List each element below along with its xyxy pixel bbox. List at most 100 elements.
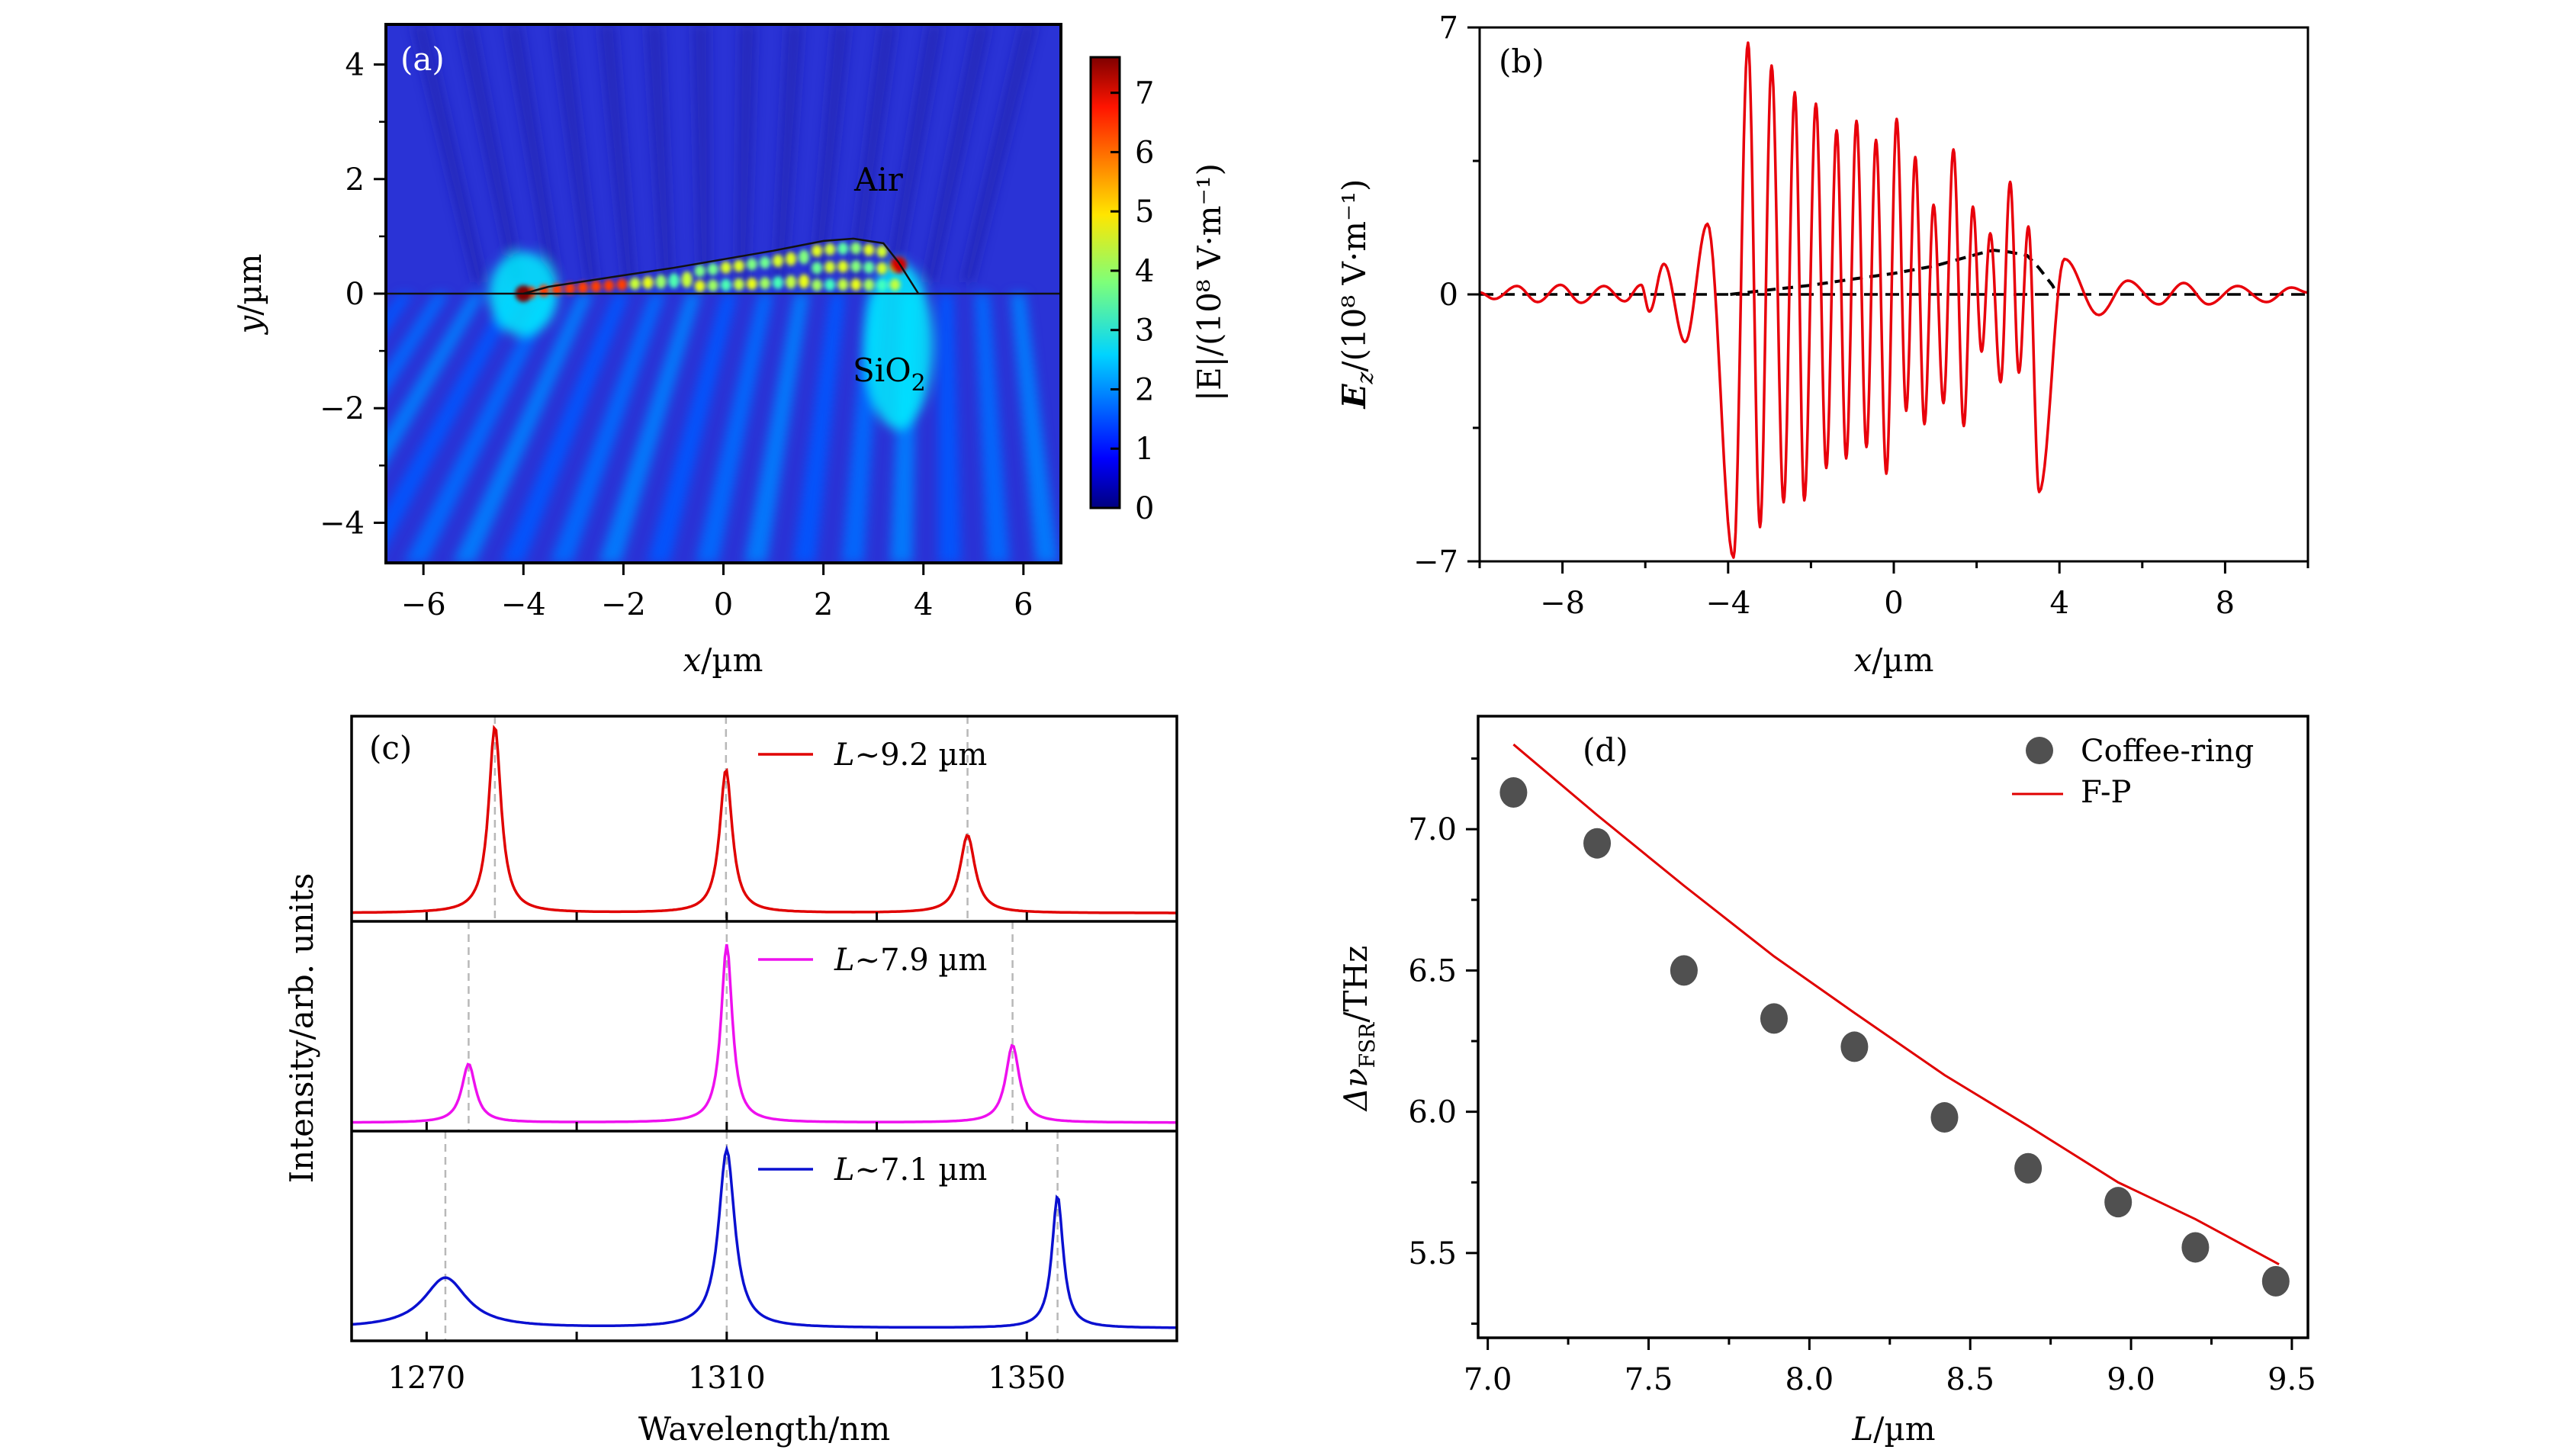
y-tick-label: 0 (1439, 278, 1458, 313)
y-tick-label: 6.5 (1408, 953, 1457, 988)
data-point (1760, 1003, 1788, 1034)
field-spot (564, 282, 576, 295)
fringe-band (647, 294, 738, 563)
colorbar-tick-label: 3 (1135, 313, 1154, 349)
field-spot (694, 265, 705, 278)
y-tick-label: 7 (1439, 11, 1458, 46)
panel-b-ylabel: Ez/(10⁸ V·m⁻¹) (1335, 179, 1379, 410)
fringe-band-dark (551, 24, 599, 282)
spectrum-line (352, 943, 1177, 1124)
region-label-sio2: SiO2 (853, 352, 926, 397)
fringe-band (386, 294, 450, 395)
colorbar-tick-label: 7 (1135, 76, 1154, 111)
x-tick-label: 1310 (688, 1361, 766, 1396)
field-spot (707, 262, 718, 275)
data-point (1499, 777, 1528, 808)
heatmap-fringes (386, 24, 1059, 563)
field-spot (577, 281, 589, 294)
colorbar-tick-label: 5 (1135, 194, 1154, 230)
x-tick-label: 9.5 (2268, 1362, 2316, 1397)
y-tick-label: −4 (320, 506, 365, 541)
colorbar-tick-label: 0 (1135, 491, 1154, 526)
fringe-band-dark (885, 24, 944, 282)
field-spot (863, 278, 875, 291)
field-spot (850, 278, 862, 291)
fringe-band-dark (410, 24, 487, 282)
x-tick-label: 2 (814, 587, 833, 622)
x-tick-label: 0 (1884, 586, 1903, 621)
legend-label-coffee-ring: Coffee-ring (2081, 734, 2254, 769)
x-tick-label: 7.5 (1625, 1362, 1673, 1397)
field-spot (590, 280, 602, 293)
field-spot (837, 278, 849, 291)
field-spot (681, 271, 693, 288)
field-spot (837, 260, 849, 273)
legend-label: L~7.9 µm (834, 943, 987, 978)
panel-d-xlabel: L/µm (1851, 1410, 1935, 1448)
fringe-band-dark (692, 24, 712, 282)
fringe-band (386, 294, 414, 335)
x-tick-label: −8 (1540, 586, 1585, 621)
field-spot (616, 278, 628, 291)
fringe-band (386, 294, 522, 548)
field-spot (850, 242, 862, 255)
x-tick-label: 8.0 (1785, 1362, 1834, 1397)
fringe-band (938, 294, 962, 563)
field-spot (876, 278, 888, 291)
field-spot (876, 262, 888, 275)
data-point (2261, 1265, 2290, 1297)
data-point (2181, 1232, 2210, 1263)
legend: Coffee-ring F-P (2012, 734, 2254, 810)
surface-profile-dashed-line (1730, 248, 2059, 296)
y-tick-label: 7.0 (1408, 812, 1457, 847)
field-spot (812, 278, 823, 291)
y-tick-label: −7 (1413, 545, 1458, 580)
field-spot (720, 261, 731, 274)
legend-label-fp: F-P (2081, 775, 2131, 810)
x-tick-label: −4 (1705, 586, 1750, 621)
fp-model-line (1512, 743, 2280, 1266)
fringe-band-dark (504, 24, 561, 282)
field-spot (863, 261, 875, 274)
panel-c-tag: (c) (369, 729, 412, 767)
colorbar-gradient (1089, 56, 1121, 509)
panel-d-fsr: 7.0 7.5 8.0 8.5 9.0 9.5 5.5 6.0 6.5 7.0 (d) Coff… (1337, 715, 2316, 1448)
field-spot (799, 249, 810, 265)
ez-field-line (1480, 41, 2308, 559)
panel-c-ylabel: Intensity/arb. units (283, 873, 320, 1184)
fringe-band-dark (811, 24, 850, 282)
y-tick-label: 0 (346, 277, 365, 312)
fringe-band-dark (960, 24, 1038, 282)
field-spot (629, 277, 641, 290)
panel-a-field-map: −6 −4 −2 0 2 4 6 −4 −2 0 2 4 (a) Air SiO2 x/µm y/µ… (231, 23, 1228, 679)
field-glow (863, 261, 933, 429)
field-spot (786, 275, 796, 289)
data-point (1670, 955, 1698, 986)
field-spot (824, 278, 836, 291)
panel-a-ylabel: y/µm (231, 253, 268, 335)
field-spot (824, 243, 836, 256)
fringe-band-dark (598, 24, 636, 282)
legend-label: L~9.2 µm (834, 738, 987, 773)
x-tick-label: 4 (914, 587, 933, 622)
x-tick-label: 6 (1014, 587, 1033, 622)
field-spot (772, 276, 783, 290)
colorbar: 0 1 2 3 4 5 6 7 |E|/(10⁸ V·m⁻¹) (1089, 56, 1228, 526)
x-tick-label: −4 (501, 587, 546, 622)
field-spot (759, 256, 770, 269)
panel-d-tag: (d) (1583, 731, 1628, 769)
fringe-band-dark (923, 24, 992, 282)
panel-b-xlabel: x/µm (1854, 641, 1934, 679)
x-tick-label: 7.0 (1464, 1362, 1512, 1397)
field-spot (668, 273, 680, 288)
panel-b-tag: (b) (1499, 43, 1544, 80)
y-tick-label: 4 (346, 48, 365, 83)
fringe-band (403, 294, 558, 563)
field-spot (746, 278, 757, 291)
field-spot (824, 261, 836, 274)
x-tick-label: −2 (601, 587, 646, 622)
colorbar-label: |E|/(10⁸ V·m⁻¹) (1191, 163, 1228, 401)
field-spot (694, 280, 705, 293)
cavity-outline (522, 237, 920, 295)
x-tick-label: 8.5 (1946, 1362, 1994, 1397)
